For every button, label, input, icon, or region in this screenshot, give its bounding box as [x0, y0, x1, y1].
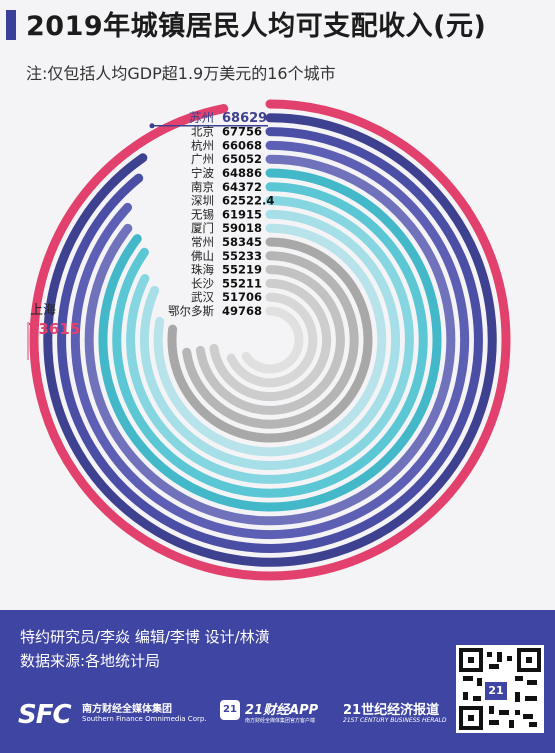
- city-label-3: 杭州: [191, 138, 214, 152]
- arc-bar-5: [98, 168, 442, 512]
- arc-bar-13: [209, 278, 332, 402]
- value-label-9: 59018: [222, 221, 262, 235]
- city-label-7: 深圳: [191, 194, 214, 208]
- value-label-13: 55211: [222, 276, 262, 290]
- arc-bar-9: [153, 223, 387, 457]
- app-logo-icon: 21: [220, 700, 240, 720]
- sfc-logo-name-cn: 南方财经全媒体集团: [82, 704, 172, 715]
- qr-center-logo: 21: [485, 682, 507, 700]
- value-label-10: 58345: [222, 235, 262, 249]
- city-label-0: 上海: [30, 303, 56, 318]
- app-name: 21财经APP: [245, 703, 319, 718]
- city-label-4: 广州: [191, 152, 214, 166]
- value-label-6: 64372: [222, 180, 262, 194]
- arc-bar-6: [112, 182, 428, 498]
- value-label-7: 62522.4: [222, 194, 274, 208]
- arc-bar-14: [226, 292, 318, 388]
- city-label-10: 常州: [191, 235, 214, 249]
- arc-bar-15: [241, 306, 304, 374]
- arc-bar-1: [43, 113, 497, 567]
- app-subtitle: 南方财经全媒体集团官方客户端: [245, 718, 316, 724]
- value-label-4: 65052: [222, 152, 262, 166]
- sfc-logo-name-en: Southern Finance Omnimedia Corp.: [82, 715, 207, 723]
- value-label-0: 73615: [28, 320, 80, 338]
- herald-logo-en: 21ST CENTURY BUSINESS HERALD: [343, 717, 447, 724]
- value-label-15: 49768: [222, 304, 262, 318]
- value-label-14: 51706: [222, 290, 262, 304]
- city-label-15: 鄂尔多斯: [168, 304, 214, 318]
- value-label-11: 55233: [222, 249, 262, 263]
- city-label-8: 无锡: [191, 207, 214, 221]
- chart-note: 注:仅包括人均GDP超1.9万美元的16个城市: [26, 64, 336, 83]
- sfc-logo: SFC: [18, 700, 72, 730]
- arc-bar-8: [139, 209, 401, 471]
- arc-bar-12: [195, 265, 345, 415]
- arc-bar-4: [84, 154, 456, 526]
- radial-bar-chart: 苏州 68629 北京 67756 杭州 66068 广州 65052 宁波 64886 南京 643…: [27, 99, 511, 581]
- title-bar: 2019年城镇居民人均可支配收入(元): [0, 0, 555, 48]
- arc-bar-3: [70, 140, 470, 540]
- highlight-dot: [149, 123, 155, 129]
- city-label-9: 厦门: [191, 221, 214, 235]
- value-label-5: 64886: [222, 166, 262, 180]
- title-accent-bar: [6, 10, 16, 40]
- value-label-8: 61915: [222, 207, 262, 221]
- herald-logo-cn: 21世纪经济报道: [343, 703, 440, 718]
- page-title: 2019年城镇居民人均可支配收入(元): [26, 11, 487, 42]
- city-label-13: 长沙: [191, 276, 214, 290]
- qr-code-pattern: [459, 648, 541, 730]
- city-label-6: 南京: [191, 180, 214, 194]
- city-label-5: 宁波: [191, 166, 214, 180]
- credits-text: 特约研究员/李焱 编辑/李博 设计/林潢: [20, 628, 270, 646]
- city-label-2: 北京: [191, 125, 214, 139]
- value-label-12: 55219: [222, 263, 262, 277]
- arc-bar-0: [29, 99, 511, 581]
- data-source-text: 数据来源:各地统计局: [20, 652, 161, 670]
- arc-bar-11: [182, 251, 359, 429]
- value-label-3: 66068: [222, 138, 262, 152]
- city-label-12: 珠海: [191, 263, 214, 277]
- city-label-14: 武汉: [191, 290, 214, 304]
- city-label-1: 苏州: [189, 110, 214, 125]
- arc-bar-2: [57, 127, 483, 553]
- value-label-2: 67756: [222, 125, 262, 139]
- city-label-11: 佛山: [191, 249, 214, 263]
- value-label-1: 68629: [222, 111, 267, 126]
- arc-bar-7: [126, 196, 414, 484]
- arc-bar-10: [167, 237, 373, 443]
